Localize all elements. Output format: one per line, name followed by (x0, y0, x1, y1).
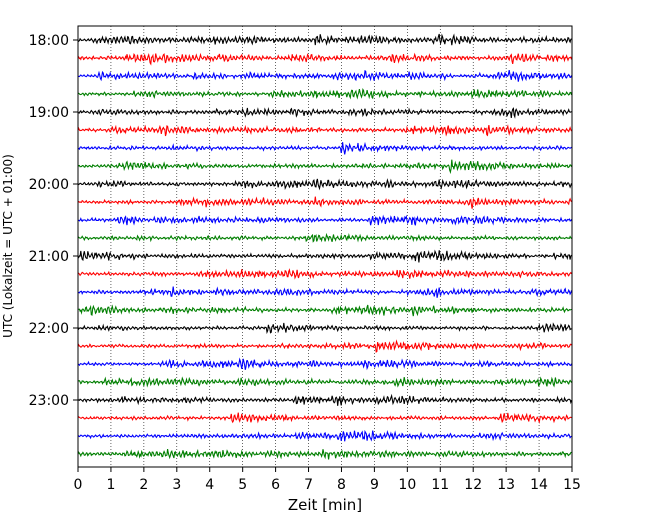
seismogram-trace (77, 322, 572, 335)
x-tick-label: 7 (304, 477, 313, 493)
x-tick-label: 6 (271, 477, 280, 493)
seismogram-trace (77, 159, 573, 175)
x-tick-label: 5 (238, 477, 247, 493)
y-tick-label: 19:00 (29, 105, 69, 121)
seismogram-trace (77, 178, 573, 191)
x-tick-label: 2 (139, 477, 148, 493)
x-axis-label: Zeit [min] (288, 496, 362, 514)
y-axis-label: UTC (Lokalzeit = UTC + 01:00) (1, 154, 15, 338)
seismogram-trace (77, 124, 572, 137)
seismogram-trace (77, 249, 572, 263)
y-tick-label: 23:00 (29, 393, 69, 409)
x-tick-label: 1 (106, 477, 115, 493)
x-tick-label: 12 (464, 477, 482, 493)
x-tick-label: 3 (172, 477, 181, 493)
seismogram-trace (77, 107, 572, 119)
y-tick-label: 18:00 (29, 33, 69, 49)
seismogram-trace (77, 304, 572, 317)
x-tick-label: 14 (530, 477, 548, 493)
x-tick-label: 10 (398, 477, 416, 493)
x-tick-label: 0 (74, 477, 83, 493)
x-tick-label: 13 (497, 477, 515, 493)
seismogram-trace (77, 232, 572, 243)
y-tick-label: 22:00 (29, 321, 69, 337)
seismogram-trace (77, 376, 572, 388)
y-tick-label: 21:00 (29, 249, 69, 265)
seismogram-trace (77, 412, 572, 425)
seismogram-trace (77, 52, 573, 66)
seismogram-trace (77, 268, 572, 280)
seismogram-trace (77, 448, 572, 460)
x-tick-label: 8 (337, 477, 346, 493)
trace-lines (77, 33, 573, 460)
seismogram-trace (77, 357, 573, 371)
plot-frame (77, 25, 573, 468)
x-tick-label: 15 (563, 477, 581, 493)
y-axis-ticks: 18:00 19:00 20:00 21:00 22:00 23:00 (29, 33, 78, 409)
seismogram-trace (77, 429, 572, 442)
seismogram-trace (77, 70, 573, 82)
y-tick-label: 20:00 (29, 177, 69, 193)
x-tick-label: 4 (205, 477, 214, 493)
x-tick-label: 9 (370, 477, 379, 493)
x-axis-ticks: 0 1 2 3 4 5 6 7 8 9 10 11 12 13 14 15 (74, 467, 581, 493)
seismogram-trace (77, 214, 573, 226)
seismogram-trace (77, 87, 573, 100)
seismogram-trace (77, 196, 572, 209)
seismogram-trace (77, 33, 572, 46)
seismogram-trace (77, 286, 573, 298)
seismogram-trace (77, 393, 573, 406)
seismogram-trace (77, 339, 572, 353)
x-tick-label: 11 (431, 477, 449, 493)
seismogram-trace (77, 141, 572, 155)
